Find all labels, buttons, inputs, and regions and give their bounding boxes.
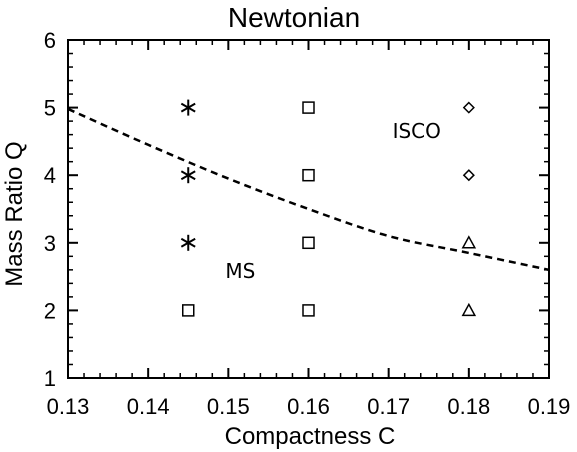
y-tick-label: 4 (44, 163, 56, 188)
y-tick-label: 6 (44, 28, 56, 53)
asterisk-marker (180, 234, 196, 251)
square-marker (302, 236, 315, 250)
boundary-line (67, 107, 550, 272)
x-tick-label: 0.19 (528, 394, 571, 419)
diamond-marker (462, 169, 475, 182)
asterisk-marker (180, 99, 196, 116)
x-tick-label: 0.14 (127, 394, 170, 419)
square-marker (302, 304, 315, 317)
triangle-marker (461, 235, 477, 249)
square-marker (302, 168, 315, 182)
annotation-label: ISCO (393, 119, 441, 143)
plot-frame (67, 39, 550, 379)
square-marker (302, 101, 315, 114)
chart-title: Newtonian (228, 2, 360, 33)
x-tick-label: 0.16 (287, 394, 330, 419)
x-axis-label: Compactness C (225, 423, 396, 450)
y-tick-label: 1 (44, 366, 56, 391)
y-axis-label: Mass Ratio Q (1, 141, 28, 286)
x-tick-label: 0.18 (447, 394, 490, 419)
annotation-label: MS (225, 259, 255, 283)
x-tick-label: 0.15 (207, 394, 250, 419)
square-marker (182, 304, 195, 317)
y-tick-label: 3 (44, 231, 56, 256)
asterisk-marker (180, 167, 196, 184)
y-tick-label: 5 (44, 96, 56, 121)
x-tick-label: 0.13 (47, 394, 90, 419)
triangle-marker (461, 302, 477, 317)
y-tick-label: 2 (44, 298, 56, 323)
x-tick-label: 0.17 (367, 394, 410, 419)
diamond-marker (462, 101, 475, 114)
